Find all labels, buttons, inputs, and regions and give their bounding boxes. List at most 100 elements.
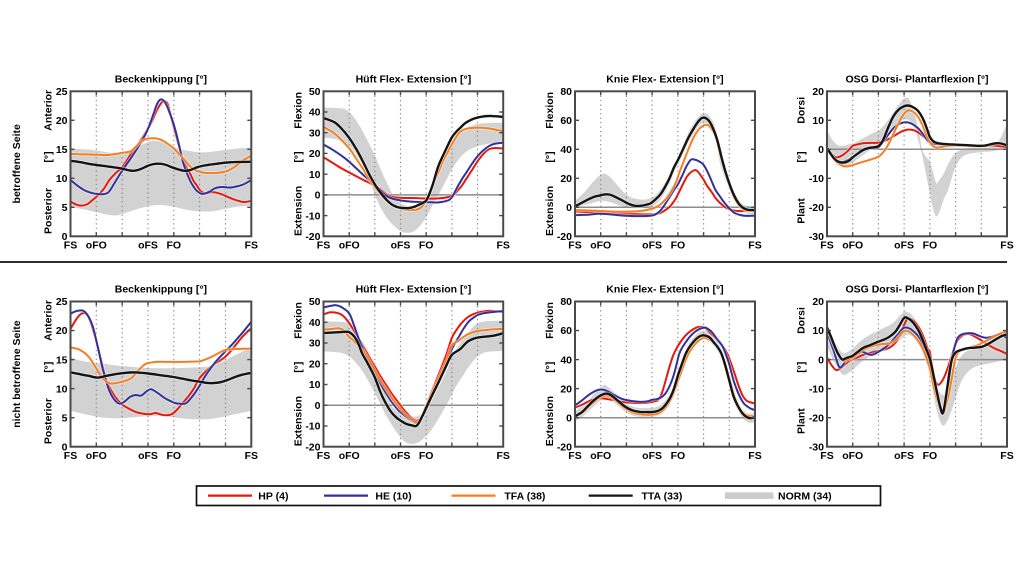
svg-text:nicht betroffene Seite: nicht betroffene Seite: [11, 320, 23, 428]
svg-text:20: 20: [812, 86, 824, 98]
svg-text:-20: -20: [305, 441, 320, 453]
svg-text:FO: FO: [671, 240, 686, 252]
svg-text:FS: FS: [1000, 240, 1013, 252]
svg-text:HP (4): HP (4): [258, 491, 288, 503]
svg-text:HE (10): HE (10): [375, 491, 411, 503]
svg-text:Dorsi: Dorsi: [795, 97, 807, 124]
svg-text:20: 20: [560, 173, 572, 185]
svg-text:[°]: [°]: [292, 362, 304, 373]
svg-text:40: 40: [560, 144, 572, 156]
svg-text:-10: -10: [305, 210, 320, 222]
svg-text:oFO: oFO: [842, 450, 863, 462]
svg-text:FO: FO: [671, 450, 686, 462]
svg-text:Hüft Flex- Extension [°]: Hüft Flex- Extension [°]: [356, 74, 472, 86]
svg-text:Plant: Plant: [795, 408, 807, 434]
svg-text:Posterior: Posterior: [42, 398, 54, 444]
svg-text:10: 10: [309, 169, 321, 181]
svg-text:oFO: oFO: [842, 240, 863, 252]
svg-text:FS: FS: [64, 240, 77, 252]
svg-text:NORM (34): NORM (34): [778, 491, 832, 503]
svg-text:FS: FS: [1000, 450, 1013, 462]
svg-text:Flexion: Flexion: [292, 92, 304, 129]
svg-text:FS: FS: [317, 240, 330, 252]
svg-text:20: 20: [560, 383, 572, 395]
svg-text:oFS: oFS: [391, 240, 411, 252]
svg-text:FO: FO: [167, 450, 182, 462]
svg-text:Anterior: Anterior: [42, 300, 54, 341]
svg-text:oFO: oFO: [86, 240, 107, 252]
svg-text:FS: FS: [496, 240, 509, 252]
svg-text:50: 50: [309, 296, 321, 308]
svg-text:60: 60: [560, 325, 572, 337]
svg-text:40: 40: [309, 317, 321, 329]
svg-text:Extension: Extension: [292, 396, 304, 446]
svg-text:Plant: Plant: [795, 198, 807, 224]
svg-text:oFO: oFO: [590, 450, 611, 462]
svg-text:-20: -20: [557, 231, 572, 243]
svg-text:TFA (38): TFA (38): [504, 491, 545, 503]
svg-text:oFS: oFS: [894, 240, 914, 252]
svg-text:0: 0: [315, 190, 321, 202]
svg-text:Anterior: Anterior: [42, 90, 54, 131]
svg-text:20: 20: [309, 148, 321, 160]
svg-text:[°]: [°]: [544, 151, 556, 162]
svg-text:[°]: [°]: [42, 151, 54, 162]
svg-text:[°]: [°]: [544, 362, 556, 373]
svg-text:15: 15: [56, 144, 68, 156]
svg-text:[°]: [°]: [795, 151, 807, 162]
svg-text:-30: -30: [809, 231, 824, 243]
svg-text:Flexion: Flexion: [544, 302, 556, 339]
svg-text:0: 0: [62, 441, 68, 453]
svg-text:Extension: Extension: [544, 186, 556, 236]
svg-text:FS: FS: [748, 240, 761, 252]
svg-text:0: 0: [315, 400, 321, 412]
svg-text:-20: -20: [809, 202, 824, 214]
svg-text:FS: FS: [496, 450, 509, 462]
svg-text:Beckenkippung [°]: Beckenkippung [°]: [115, 284, 207, 296]
svg-text:10: 10: [56, 173, 68, 185]
svg-text:FS: FS: [748, 450, 761, 462]
svg-text:FO: FO: [923, 450, 938, 462]
svg-text:FS: FS: [245, 240, 258, 252]
svg-text:-30: -30: [809, 441, 824, 453]
svg-text:20: 20: [56, 325, 68, 337]
svg-text:10: 10: [309, 379, 321, 391]
svg-text:20: 20: [812, 296, 824, 308]
svg-text:oFO: oFO: [339, 450, 360, 462]
svg-text:Extension: Extension: [544, 396, 556, 446]
svg-text:OSG Dorsi- Plantarflexion [°]: OSG Dorsi- Plantarflexion [°]: [845, 284, 988, 296]
svg-text:FO: FO: [419, 450, 434, 462]
svg-text:FO: FO: [923, 240, 938, 252]
svg-text:0: 0: [818, 144, 824, 156]
svg-text:Posterior: Posterior: [42, 188, 54, 234]
svg-text:FS: FS: [568, 240, 581, 252]
svg-text:-20: -20: [809, 412, 824, 424]
svg-text:10: 10: [812, 325, 824, 337]
svg-text:Flexion: Flexion: [292, 302, 304, 339]
svg-text:5: 5: [62, 412, 68, 424]
svg-text:[°]: [°]: [292, 151, 304, 162]
svg-text:Hüft Flex- Extension [°]: Hüft Flex- Extension [°]: [356, 284, 472, 296]
svg-text:Knie Flex- Extension [°]: Knie Flex- Extension [°]: [606, 284, 723, 296]
svg-text:FO: FO: [419, 240, 434, 252]
svg-text:-10: -10: [809, 383, 824, 395]
svg-text:5: 5: [62, 202, 68, 214]
svg-text:40: 40: [309, 107, 321, 119]
svg-text:[°]: [°]: [795, 362, 807, 373]
svg-text:oFS: oFS: [138, 240, 158, 252]
svg-text:-20: -20: [557, 441, 572, 453]
svg-text:oFS: oFS: [642, 450, 662, 462]
svg-text:50: 50: [309, 86, 321, 98]
svg-text:oFO: oFO: [590, 240, 611, 252]
svg-text:10: 10: [812, 115, 824, 127]
svg-text:10: 10: [56, 383, 68, 395]
svg-text:FS: FS: [317, 450, 330, 462]
svg-text:Knie Flex- Extension [°]: Knie Flex- Extension [°]: [606, 74, 723, 86]
svg-text:FS: FS: [568, 450, 581, 462]
svg-text:FS: FS: [64, 450, 77, 462]
svg-text:FS: FS: [820, 450, 833, 462]
svg-text:20: 20: [309, 358, 321, 370]
svg-text:[°]: [°]: [42, 362, 54, 373]
svg-text:OSG Dorsi- Plantarflexion [°]: OSG Dorsi- Plantarflexion [°]: [845, 74, 988, 86]
svg-text:Beckenkippung [°]: Beckenkippung [°]: [115, 74, 207, 86]
